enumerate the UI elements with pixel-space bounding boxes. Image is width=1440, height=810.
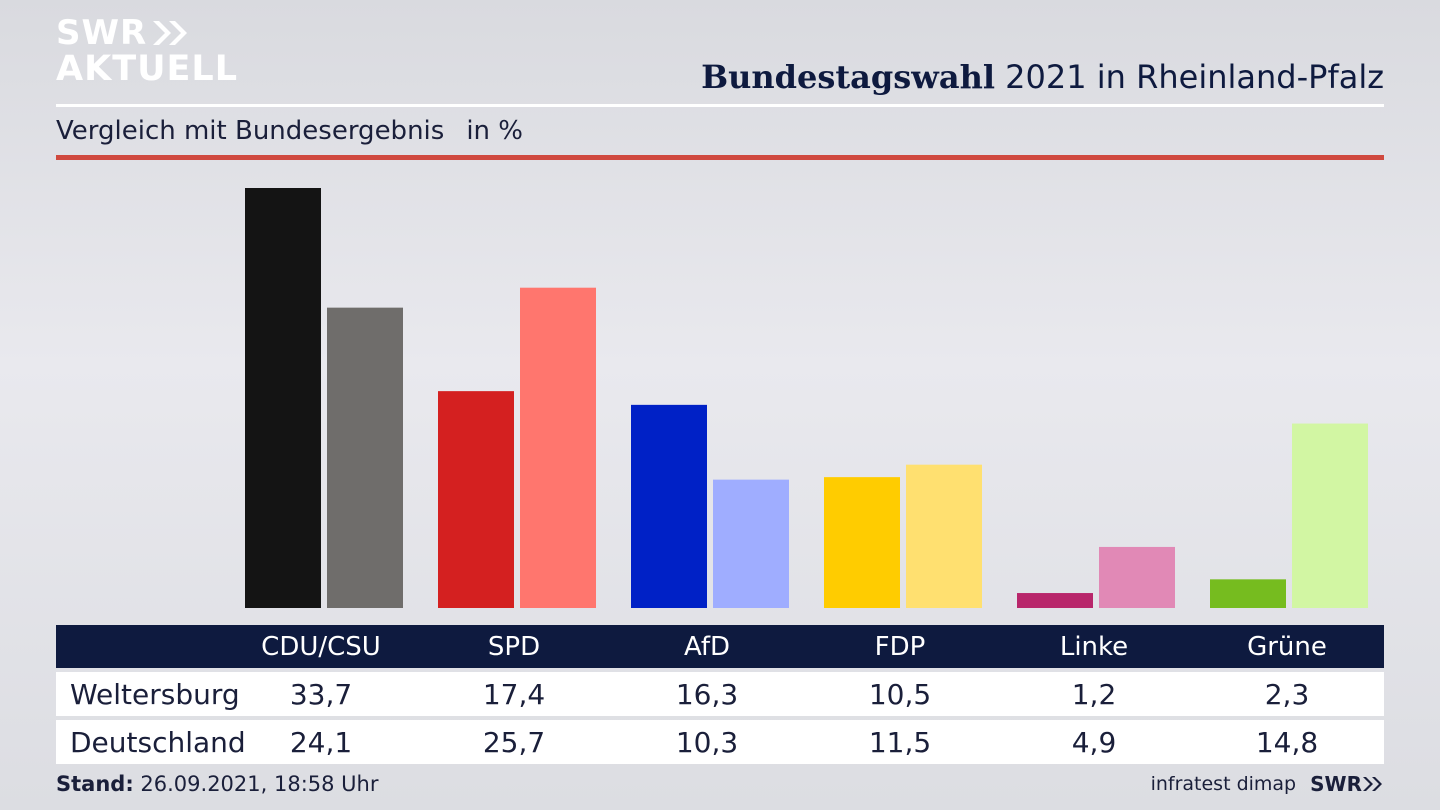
source-credit: infratest dimap SWR xyxy=(1151,772,1384,796)
brand-text: SWR xyxy=(1310,772,1362,796)
title-rest: 2021 in Rheinland-Pfalz xyxy=(995,58,1384,96)
swr-aktuell-logo: SWR AKTUELL xyxy=(56,16,238,87)
stand-label: Stand: xyxy=(56,772,134,796)
column-header: AfD xyxy=(683,631,731,662)
bar-linke-weltersburg xyxy=(1017,593,1093,608)
table-cell: 14,8 xyxy=(1255,725,1319,759)
table-row: Deutschland 24,1 25,7 10,3 11,5 4,9 14,8 xyxy=(56,720,1384,764)
unit-text: in % xyxy=(466,116,523,146)
bar-afd-weltersburg xyxy=(631,404,707,608)
bar-chart xyxy=(245,188,1368,608)
table-cell: 16,3 xyxy=(675,677,739,711)
column-header: SPD xyxy=(487,631,541,662)
table-cell: 17,4 xyxy=(482,677,546,711)
table-cell: 10,3 xyxy=(675,725,739,759)
row-label: Deutschland xyxy=(70,725,246,759)
logo-aktuell-text: AKTUELL xyxy=(56,49,239,89)
results-table: CDU/CSU SPD AfD FDP Linke Grüne Weltersburg 3… xyxy=(56,625,1384,764)
double-chevron-icon xyxy=(1363,777,1382,791)
swr-brand: SWR xyxy=(1310,772,1384,796)
double-chevron-icon xyxy=(153,21,188,45)
column-header: CDU/CSU xyxy=(261,631,381,662)
table-cell: 33,7 xyxy=(289,677,353,711)
table-cell: 24,1 xyxy=(289,725,353,759)
table-cell: 25,7 xyxy=(482,725,546,759)
logo-swr-text: SWR xyxy=(56,13,148,53)
column-header: Grüne xyxy=(1247,631,1327,662)
bar-cdu-csu-weltersburg xyxy=(245,188,321,608)
subtitle-text: Vergleich mit Bundesergebnis xyxy=(56,116,445,146)
table-cell: 1,2 xyxy=(1071,677,1117,711)
table-cell: 2,3 xyxy=(1264,677,1310,711)
bar-linke-deutschland xyxy=(1099,546,1175,608)
bar-cdu-csu-deutschland xyxy=(327,307,403,608)
table-cell: 11,5 xyxy=(868,725,932,759)
bar-fdp-weltersburg xyxy=(824,477,900,608)
page-title: Bundestagswahl 2021 in Rheinland-Pfalz xyxy=(701,58,1384,96)
divider-red xyxy=(56,155,1384,160)
bar-fdp-deutschland xyxy=(906,464,982,608)
title-bold: Bundestagswahl xyxy=(701,58,995,96)
row-label: Weltersburg xyxy=(70,677,240,711)
bar-gr-ne-weltersburg xyxy=(1210,579,1286,608)
divider-white xyxy=(56,104,1384,107)
bar-spd-deutschland xyxy=(520,287,596,608)
table-header: CDU/CSU SPD AfD FDP Linke Grüne xyxy=(56,625,1384,668)
bar-afd-deutschland xyxy=(713,479,789,608)
bar-spd-weltersburg xyxy=(438,391,514,608)
chart-subtitle: Vergleich mit Bundesergebnis in % xyxy=(56,116,523,146)
table-row: Weltersburg 33,7 17,4 16,3 10,5 1,2 2,3 xyxy=(56,672,1384,716)
timestamp: Stand: 26.09.2021, 18:58 Uhr xyxy=(56,772,379,796)
column-header: FDP xyxy=(874,631,926,662)
source-text: infratest dimap xyxy=(1150,773,1297,795)
table-cell: 10,5 xyxy=(868,677,932,711)
column-header: Linke xyxy=(1059,631,1129,662)
stand-value: 26.09.2021, 18:58 Uhr xyxy=(133,772,379,796)
table-cell: 4,9 xyxy=(1071,725,1117,759)
bar-gr-ne-deutschland xyxy=(1292,423,1368,608)
